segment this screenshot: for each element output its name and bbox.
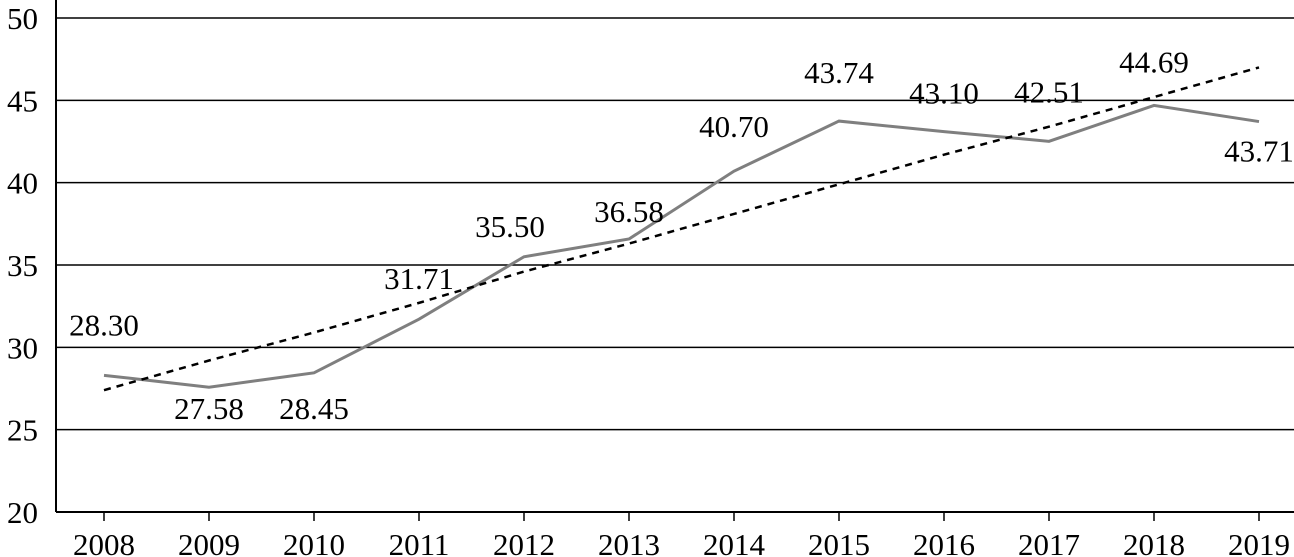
x-tick-label: 2009 xyxy=(178,527,240,557)
data-label: 43.71 xyxy=(1224,134,1294,169)
x-tick-label: 2011 xyxy=(389,527,450,557)
data-labels: 28.30 27.58 28.45 31.71 35.50 36.58 40.70 43.74… xyxy=(69,44,1294,426)
y-tick-label: 20 xyxy=(7,495,38,530)
data-label: 43.74 xyxy=(804,55,874,90)
x-tick-label: 2015 xyxy=(808,527,870,557)
data-label: 35.50 xyxy=(475,209,545,244)
data-label: 44.69 xyxy=(1119,44,1189,79)
y-tick-label: 45 xyxy=(7,83,38,118)
axes xyxy=(55,0,1294,513)
y-tick-label: 50 xyxy=(7,1,38,36)
y-tick-label: 25 xyxy=(7,413,38,448)
gridlines xyxy=(56,17,1294,431)
x-tick-label: 2018 xyxy=(1123,527,1185,557)
x-tick-label: 2016 xyxy=(913,527,975,557)
x-tick-label: 2013 xyxy=(598,527,660,557)
x-tick-label: 2012 xyxy=(493,527,555,557)
x-tick-label: 2010 xyxy=(283,527,345,557)
series-group xyxy=(103,66,1260,392)
data-label: 31.71 xyxy=(384,261,454,296)
y-tick-label: 30 xyxy=(7,330,38,365)
y-tick-label: 35 xyxy=(7,248,38,283)
data-label: 43.10 xyxy=(909,76,979,111)
data-label: 28.30 xyxy=(69,307,139,342)
data-label: 42.51 xyxy=(1014,74,1084,109)
x-tick-label: 2014 xyxy=(703,527,766,557)
series-line xyxy=(103,103,1260,389)
x-tick-label: 2008 xyxy=(73,527,135,557)
y-tick-labels: 20 25 30 35 40 45 50 xyxy=(7,1,38,530)
data-label: 28.45 xyxy=(279,391,349,426)
x-tick-labels: 2008 2009 2010 2011 2012 2013 2014 2015 2016 2017… xyxy=(73,512,1290,557)
data-label: 27.58 xyxy=(174,391,244,426)
trendline xyxy=(103,66,1260,392)
data-label: 40.70 xyxy=(699,109,769,144)
data-label: 36.58 xyxy=(594,194,664,229)
x-tick-label: 2017 xyxy=(1018,527,1080,557)
x-tick-label: 2019 xyxy=(1228,527,1290,557)
y-tick-label: 40 xyxy=(7,166,38,201)
